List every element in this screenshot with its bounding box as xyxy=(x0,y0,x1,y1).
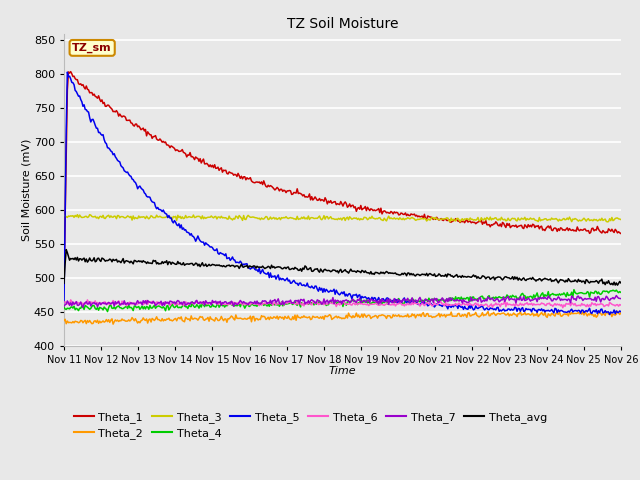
Y-axis label: Soil Moisture (mV): Soil Moisture (mV) xyxy=(21,138,31,241)
Legend: Theta_1, Theta_2, Theta_3, Theta_4, Theta_5, Theta_6, Theta_7, Theta_avg: Theta_1, Theta_2, Theta_3, Theta_4, Thet… xyxy=(70,408,551,444)
X-axis label: Time: Time xyxy=(328,366,356,376)
Title: TZ Soil Moisture: TZ Soil Moisture xyxy=(287,17,398,31)
Text: TZ_sm: TZ_sm xyxy=(72,43,112,53)
